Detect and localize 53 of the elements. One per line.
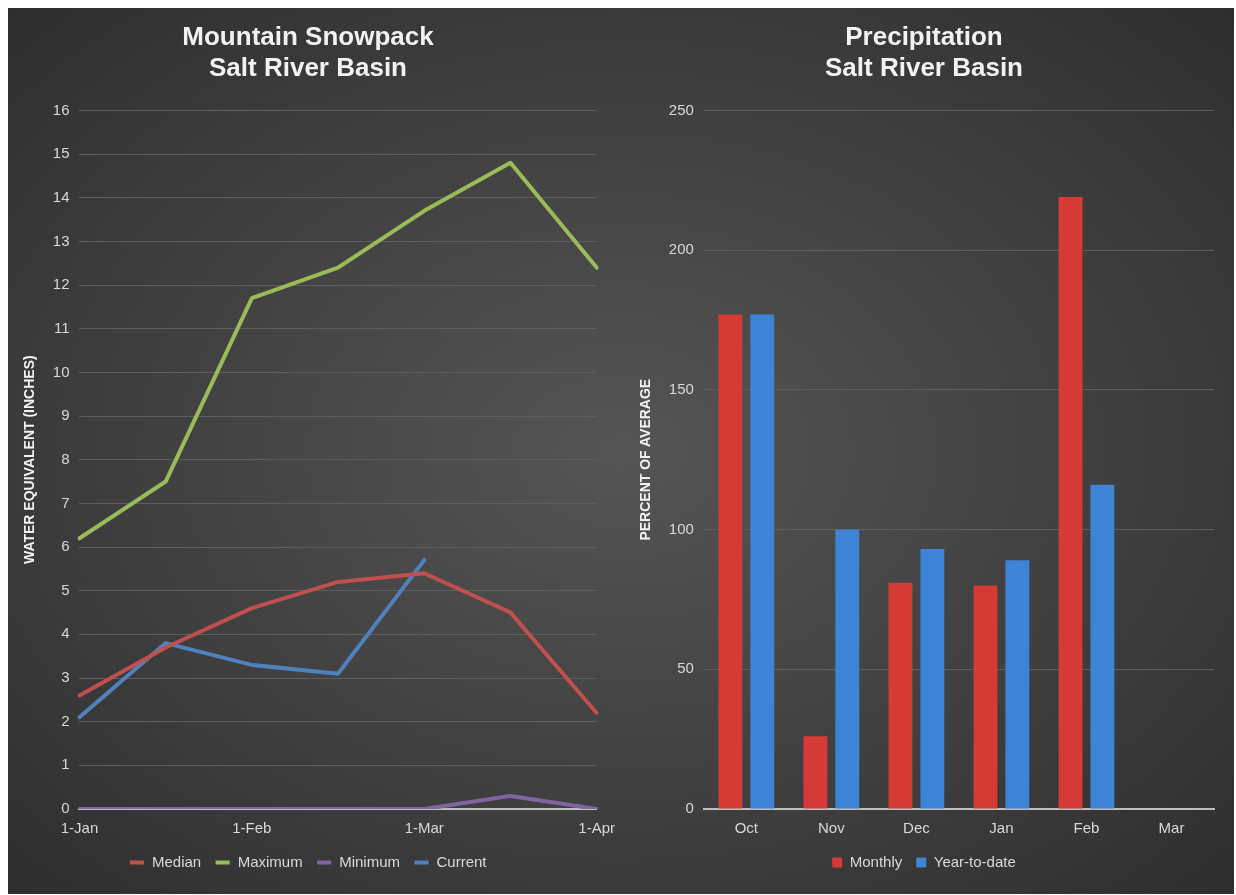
- bar: [718, 314, 743, 809]
- x-tick-label: 1-Jan: [60, 819, 99, 837]
- y-tick-label: 8: [61, 449, 70, 467]
- y-tick-label: 5: [61, 580, 70, 598]
- y-tick-label: 0: [61, 799, 70, 817]
- x-tick-label: Jan: [989, 819, 1014, 837]
- legend-label: Median: [151, 852, 202, 870]
- chart-title: Precipitation Salt River Basin: [825, 20, 1023, 82]
- y-tick-label: 250: [668, 100, 694, 118]
- y-tick-label: 2: [61, 711, 70, 729]
- y-axis-title: WATER EQUIVALENT (INCHES): [21, 355, 38, 565]
- y-tick-label: 14: [52, 187, 70, 205]
- y-tick-label: 100: [668, 519, 694, 537]
- bar: [750, 314, 775, 809]
- y-tick-label: 150: [668, 379, 694, 397]
- y-tick-label: 0: [685, 799, 694, 817]
- bar: [920, 549, 945, 809]
- x-tick-label: Dec: [903, 819, 931, 837]
- y-tick-label: 16: [52, 100, 70, 118]
- x-tick-label: Oct: [734, 819, 759, 837]
- x-tick-label: 1-Mar: [404, 819, 444, 837]
- y-tick-label: 13: [52, 231, 70, 249]
- legend-label: Monthly: [849, 852, 903, 870]
- y-tick-label: 15: [52, 144, 70, 162]
- y-tick-label: 3: [61, 668, 70, 686]
- x-tick-label: 1-Feb: [232, 819, 272, 837]
- x-tick-label: Mar: [1158, 819, 1185, 837]
- chart-title: Mountain Snowpack Salt River Basin: [182, 20, 435, 82]
- y-tick-label: 6: [61, 537, 70, 555]
- y-tick-label: 4: [61, 624, 70, 642]
- bar: [835, 529, 860, 809]
- legend-label: Year-to-date: [933, 852, 1016, 870]
- y-axis-title: PERCENT OF AVERAGE: [637, 378, 654, 541]
- y-tick-label: 50: [677, 659, 694, 677]
- bar: [1058, 197, 1083, 809]
- legend-label: Minimum: [339, 852, 401, 870]
- x-tick-label: 1-Apr: [578, 819, 615, 837]
- x-tick-label: Feb: [1073, 819, 1100, 837]
- bar: [803, 736, 828, 809]
- bar: [1090, 484, 1115, 809]
- x-tick-label: Nov: [818, 819, 846, 837]
- bar: [888, 582, 913, 809]
- y-tick-label: 9: [61, 406, 70, 424]
- legend-label: Maximum: [237, 852, 303, 870]
- y-tick-label: 10: [52, 362, 70, 380]
- legend-label: Current: [436, 852, 488, 870]
- y-tick-label: 12: [52, 275, 70, 293]
- y-tick-label: 1: [61, 755, 70, 773]
- y-tick-label: 200: [668, 240, 694, 258]
- y-tick-label: 7: [61, 493, 70, 511]
- bar: [1005, 560, 1030, 809]
- bar: [973, 585, 998, 809]
- y-tick-label: 11: [53, 318, 70, 336]
